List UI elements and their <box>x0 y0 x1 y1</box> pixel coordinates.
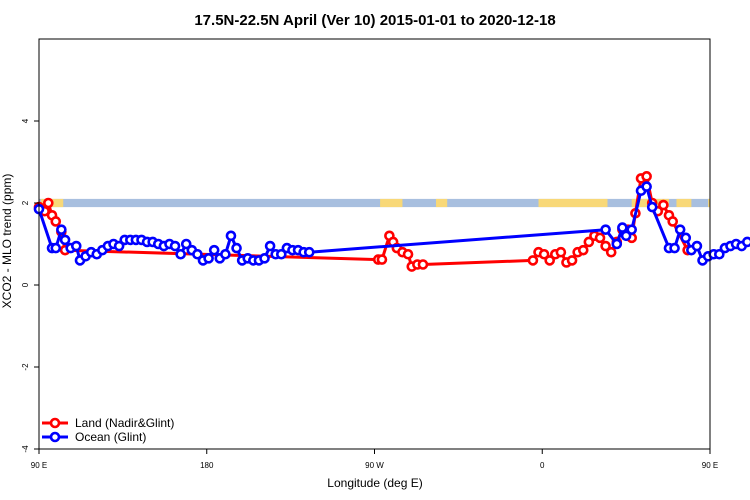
data-point <box>620 230 632 242</box>
data-point <box>175 248 186 260</box>
data-point <box>220 248 231 260</box>
data-point <box>594 232 606 244</box>
data-point <box>617 222 628 233</box>
data-point <box>674 224 686 235</box>
data-point <box>402 248 414 260</box>
data-point <box>169 240 181 252</box>
data-point <box>225 230 237 242</box>
data-point <box>203 253 214 264</box>
data-point <box>113 240 125 252</box>
x-axis: 90 E 180 90 W 0 90 E <box>31 449 718 470</box>
data-point <box>669 242 680 254</box>
data-point <box>43 197 54 209</box>
x-tick-label: 0 <box>540 461 545 470</box>
data-point <box>527 255 539 266</box>
land-segment <box>538 198 608 208</box>
y-tick-label: 4 <box>21 118 30 123</box>
data-point <box>667 216 679 227</box>
legend-label: Land (Nadir&Glint) <box>75 416 174 430</box>
ocean-strip <box>39 198 710 208</box>
legend-marker <box>49 431 61 443</box>
y-axis-label: XCO2 - MLO trend (ppm) <box>0 174 14 309</box>
data-point <box>70 240 82 252</box>
data-point <box>577 244 589 256</box>
data-point <box>259 253 270 264</box>
land-segment <box>436 198 448 208</box>
data-point <box>566 255 578 266</box>
data-point <box>600 224 611 235</box>
data-point <box>641 171 652 182</box>
data-point <box>276 248 287 260</box>
data-point <box>56 224 67 235</box>
data-point <box>50 216 62 227</box>
x-axis-label: Longitude (deg E) <box>327 476 422 490</box>
land-segment <box>708 198 710 208</box>
chart-title: 17.5N-22.5N April (Ver 10) 2015-01-01 to… <box>194 12 555 29</box>
data-point <box>376 254 388 265</box>
data-point <box>600 240 611 252</box>
data-point <box>50 242 62 254</box>
x-tick-label: 90 W <box>365 461 384 470</box>
series-layer <box>33 171 750 272</box>
data-point <box>611 238 623 250</box>
series-line <box>38 174 689 269</box>
data-point <box>680 232 692 244</box>
legend-marker <box>49 417 61 429</box>
data-point <box>605 246 617 258</box>
y-axis: -4 -2 0 2 4 <box>21 118 39 453</box>
data-point <box>59 234 71 246</box>
data-point <box>691 240 703 252</box>
y-tick-label: 2 <box>21 200 30 205</box>
y-tick-label: -2 <box>21 363 30 371</box>
data-point <box>231 242 242 254</box>
land-segment <box>676 198 692 208</box>
land-segment <box>380 198 403 208</box>
data-point <box>417 259 429 270</box>
data-point <box>303 246 315 258</box>
legend: Land (Nadir&Glint)Ocean (Glint) <box>42 416 174 444</box>
data-point <box>264 240 276 252</box>
data-point <box>714 248 725 260</box>
data-point <box>626 224 638 235</box>
data-point <box>658 199 669 211</box>
series-land <box>33 171 693 272</box>
y-tick-label: -4 <box>21 445 30 453</box>
data-point <box>555 246 567 258</box>
x-tick-label: 180 <box>200 461 214 470</box>
data-point <box>208 244 220 256</box>
data-point <box>583 236 595 248</box>
data-point <box>180 238 192 250</box>
data-point <box>646 201 658 213</box>
x-tick-label: 90 E <box>702 461 718 470</box>
data-point <box>544 255 556 266</box>
legend-label: Ocean (Glint) <box>75 430 146 444</box>
data-point <box>192 248 203 260</box>
land-ocean-strip <box>39 198 710 208</box>
series-ocean <box>33 181 750 266</box>
x-tick-label: 90 E <box>31 461 47 470</box>
y-tick-label: 0 <box>21 282 30 287</box>
data-point <box>741 236 750 248</box>
data-point <box>538 248 550 260</box>
data-point <box>641 181 652 192</box>
